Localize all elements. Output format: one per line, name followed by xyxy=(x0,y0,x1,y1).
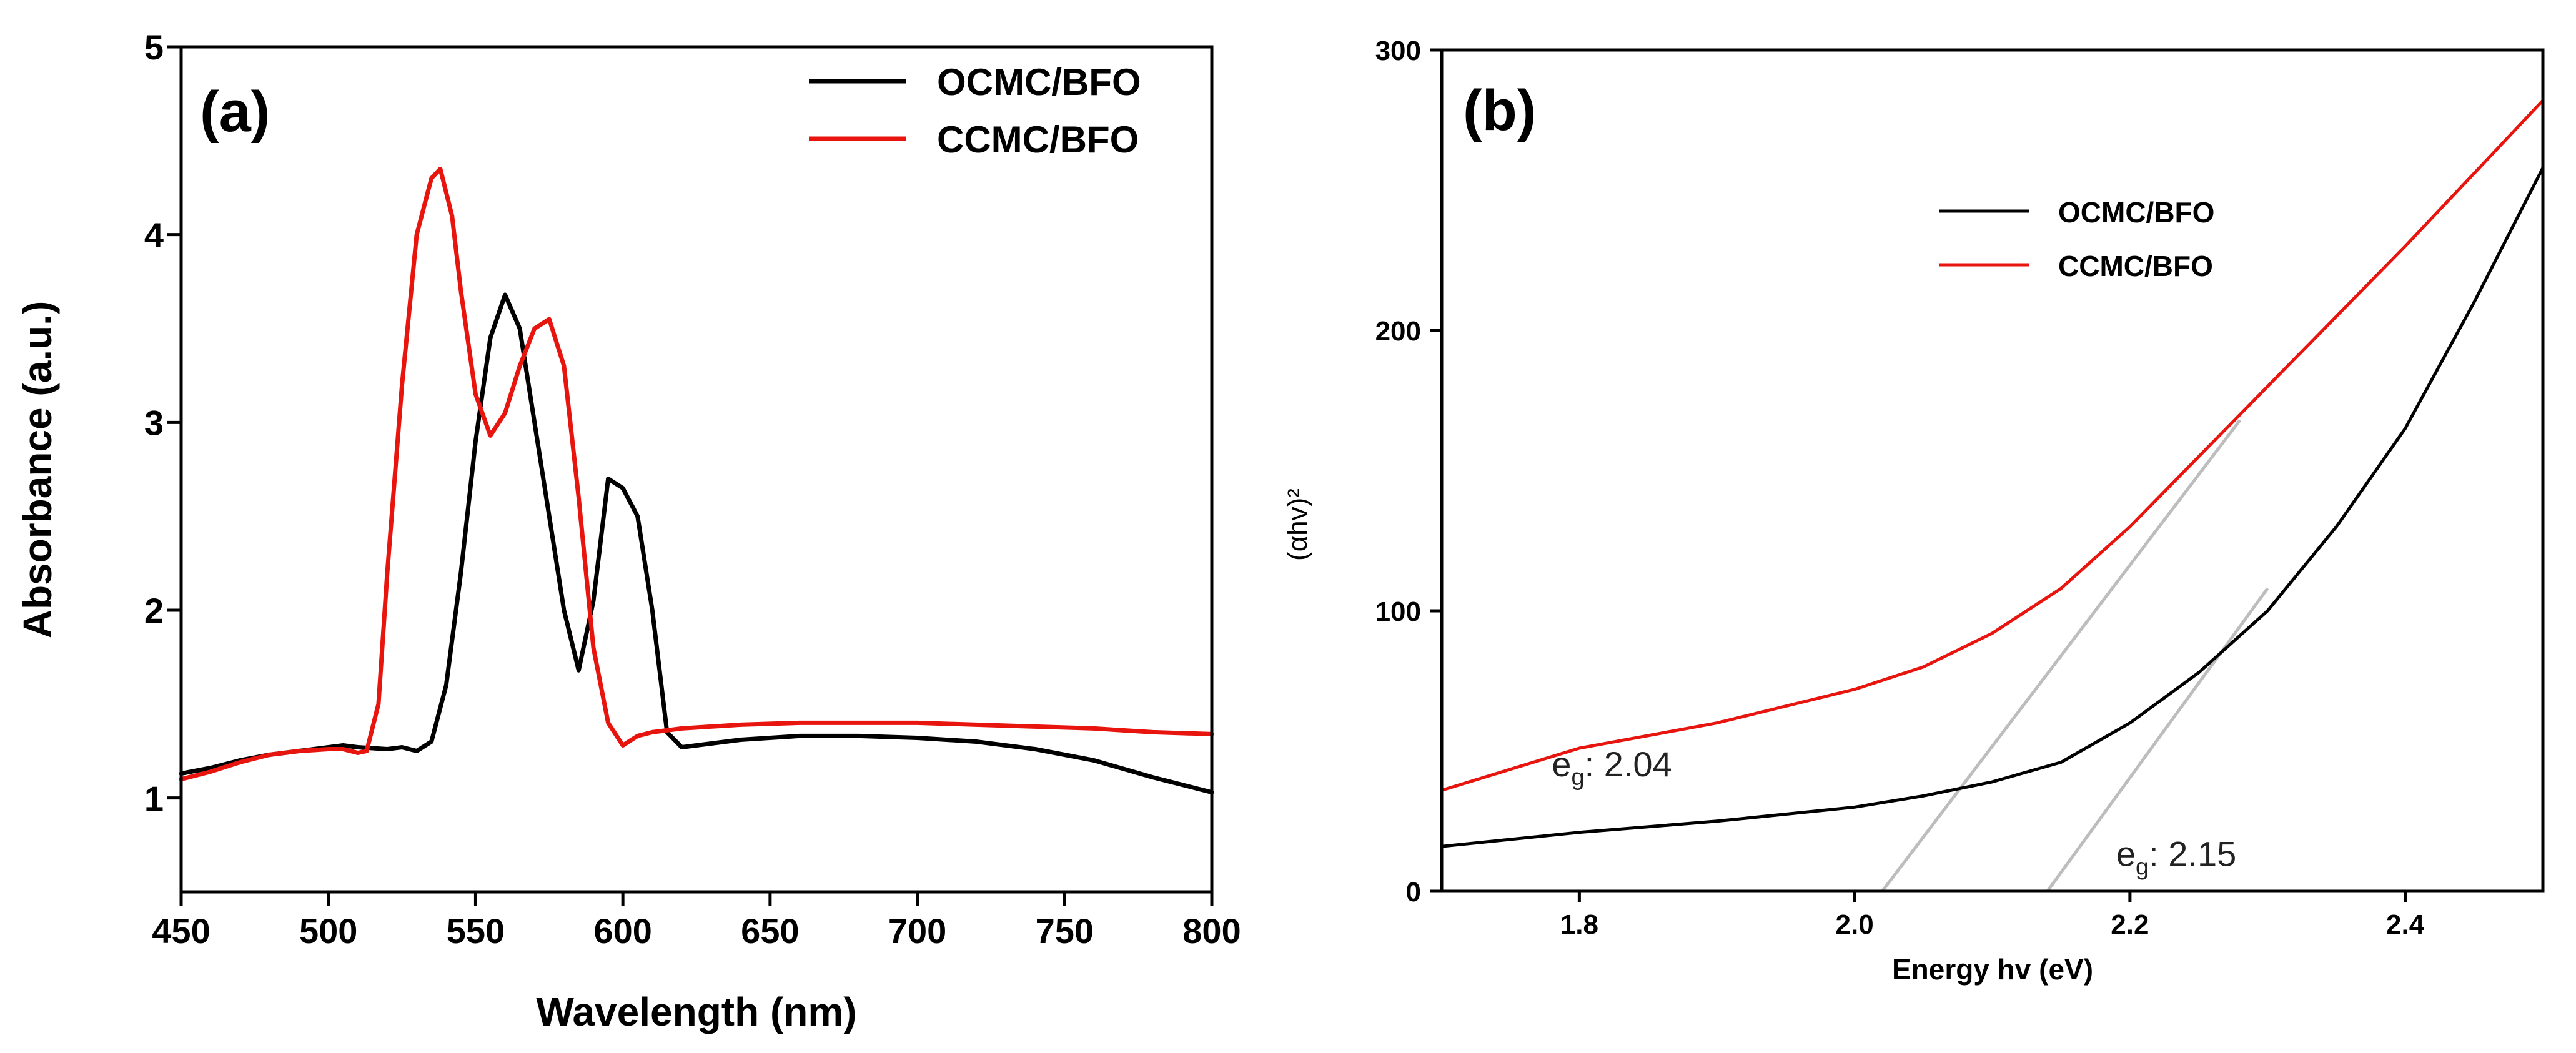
panel-b-ticks: 1.8 2.0 2.2 2.4 0 100 200 300 xyxy=(1375,36,2425,940)
panel-a-ytick-label: 1 xyxy=(144,779,164,818)
panel-b-annotations: eg: 2.04 eg: 2.15 xyxy=(1552,744,2236,881)
panel-a-legend: OCMC/BFO CCMC/BFO xyxy=(809,61,1141,161)
panel-b-frame xyxy=(1440,48,2545,893)
panel-a-ytick-label: 3 xyxy=(144,403,164,442)
panel-b-ytick-label: 300 xyxy=(1375,36,1421,66)
panel-b-series xyxy=(1440,99,2545,848)
series-line-ocmc xyxy=(1440,166,2545,848)
legend-b-ocmc-label: OCMC/BFO xyxy=(2058,196,2214,229)
panel-a-ylabel: Absorbance (a.u.) xyxy=(15,301,60,639)
panel-a-series xyxy=(179,166,1214,795)
panel-a-xtick-label: 600 xyxy=(593,911,651,951)
panel-a-xtick-label: 750 xyxy=(1036,911,1094,951)
panel-a-ytick-label: 2 xyxy=(144,591,164,630)
panel-a-label: (a) xyxy=(200,80,270,144)
panel-b-ytick-label: 100 xyxy=(1375,596,1421,627)
panel-b-xtick-label: 2.0 xyxy=(1836,909,1874,940)
panel-b-ytick-label: 200 xyxy=(1375,316,1421,347)
tangent-line xyxy=(1881,419,2242,892)
panel-a-xtick-label: 500 xyxy=(299,911,357,951)
panel-a-xlabel: Wavelength (nm) xyxy=(536,989,856,1034)
legend-a-ccmc-label: CCMC/BFO xyxy=(937,119,1139,161)
panel-a-xtick-label: 450 xyxy=(152,911,210,951)
series-line-ccmc xyxy=(179,166,1214,782)
series-line-ocmc xyxy=(179,292,1214,795)
panel-b-label: (b) xyxy=(1463,79,1536,142)
panel-b-xtick-label: 2.4 xyxy=(2386,909,2425,940)
panel-a-ytick-label: 4 xyxy=(144,215,164,255)
legend-a-ocmc-label: OCMC/BFO xyxy=(937,61,1141,103)
panel-a-xtick-label: 700 xyxy=(888,911,946,951)
panel-b-xtick-label: 1.8 xyxy=(1560,909,1598,940)
panel-a-ticks: 450 500 550 600 650 700 750 800 1 2 3 4 5 xyxy=(144,27,1241,951)
bandgap-annotation: eg: 2.04 xyxy=(1552,744,1672,791)
panel-a: 450 500 550 600 650 700 750 800 1 2 3 4 5 (a) Wavele… xyxy=(15,27,1241,1034)
panel-a-xtick-label: 800 xyxy=(1182,911,1241,951)
panel-a-frame xyxy=(179,45,1214,894)
panel-a-ytick-label: 5 xyxy=(144,27,164,67)
panel-a-xtick-label: 650 xyxy=(741,911,799,951)
panel-b-ytick-label: 0 xyxy=(1406,877,1421,907)
tangent-line xyxy=(2046,587,2269,892)
panel-b-xtick-label: 2.2 xyxy=(2111,909,2149,940)
bandgap-annotation: eg: 2.15 xyxy=(2116,834,2236,881)
panel-b-xlabel: Energy hv (eV) xyxy=(1892,953,2093,986)
panel-a-xtick-label: 550 xyxy=(447,911,505,951)
panel-b-legend: OCMC/BFO CCMC/BFO xyxy=(1939,196,2214,282)
panel-b-ylabel: (αhv)² xyxy=(1282,488,1313,561)
legend-b-ccmc-label: CCMC/BFO xyxy=(2058,250,2213,282)
series-line-ccmc xyxy=(1440,99,2545,792)
panel-b-tangent-lines xyxy=(1881,419,2269,892)
